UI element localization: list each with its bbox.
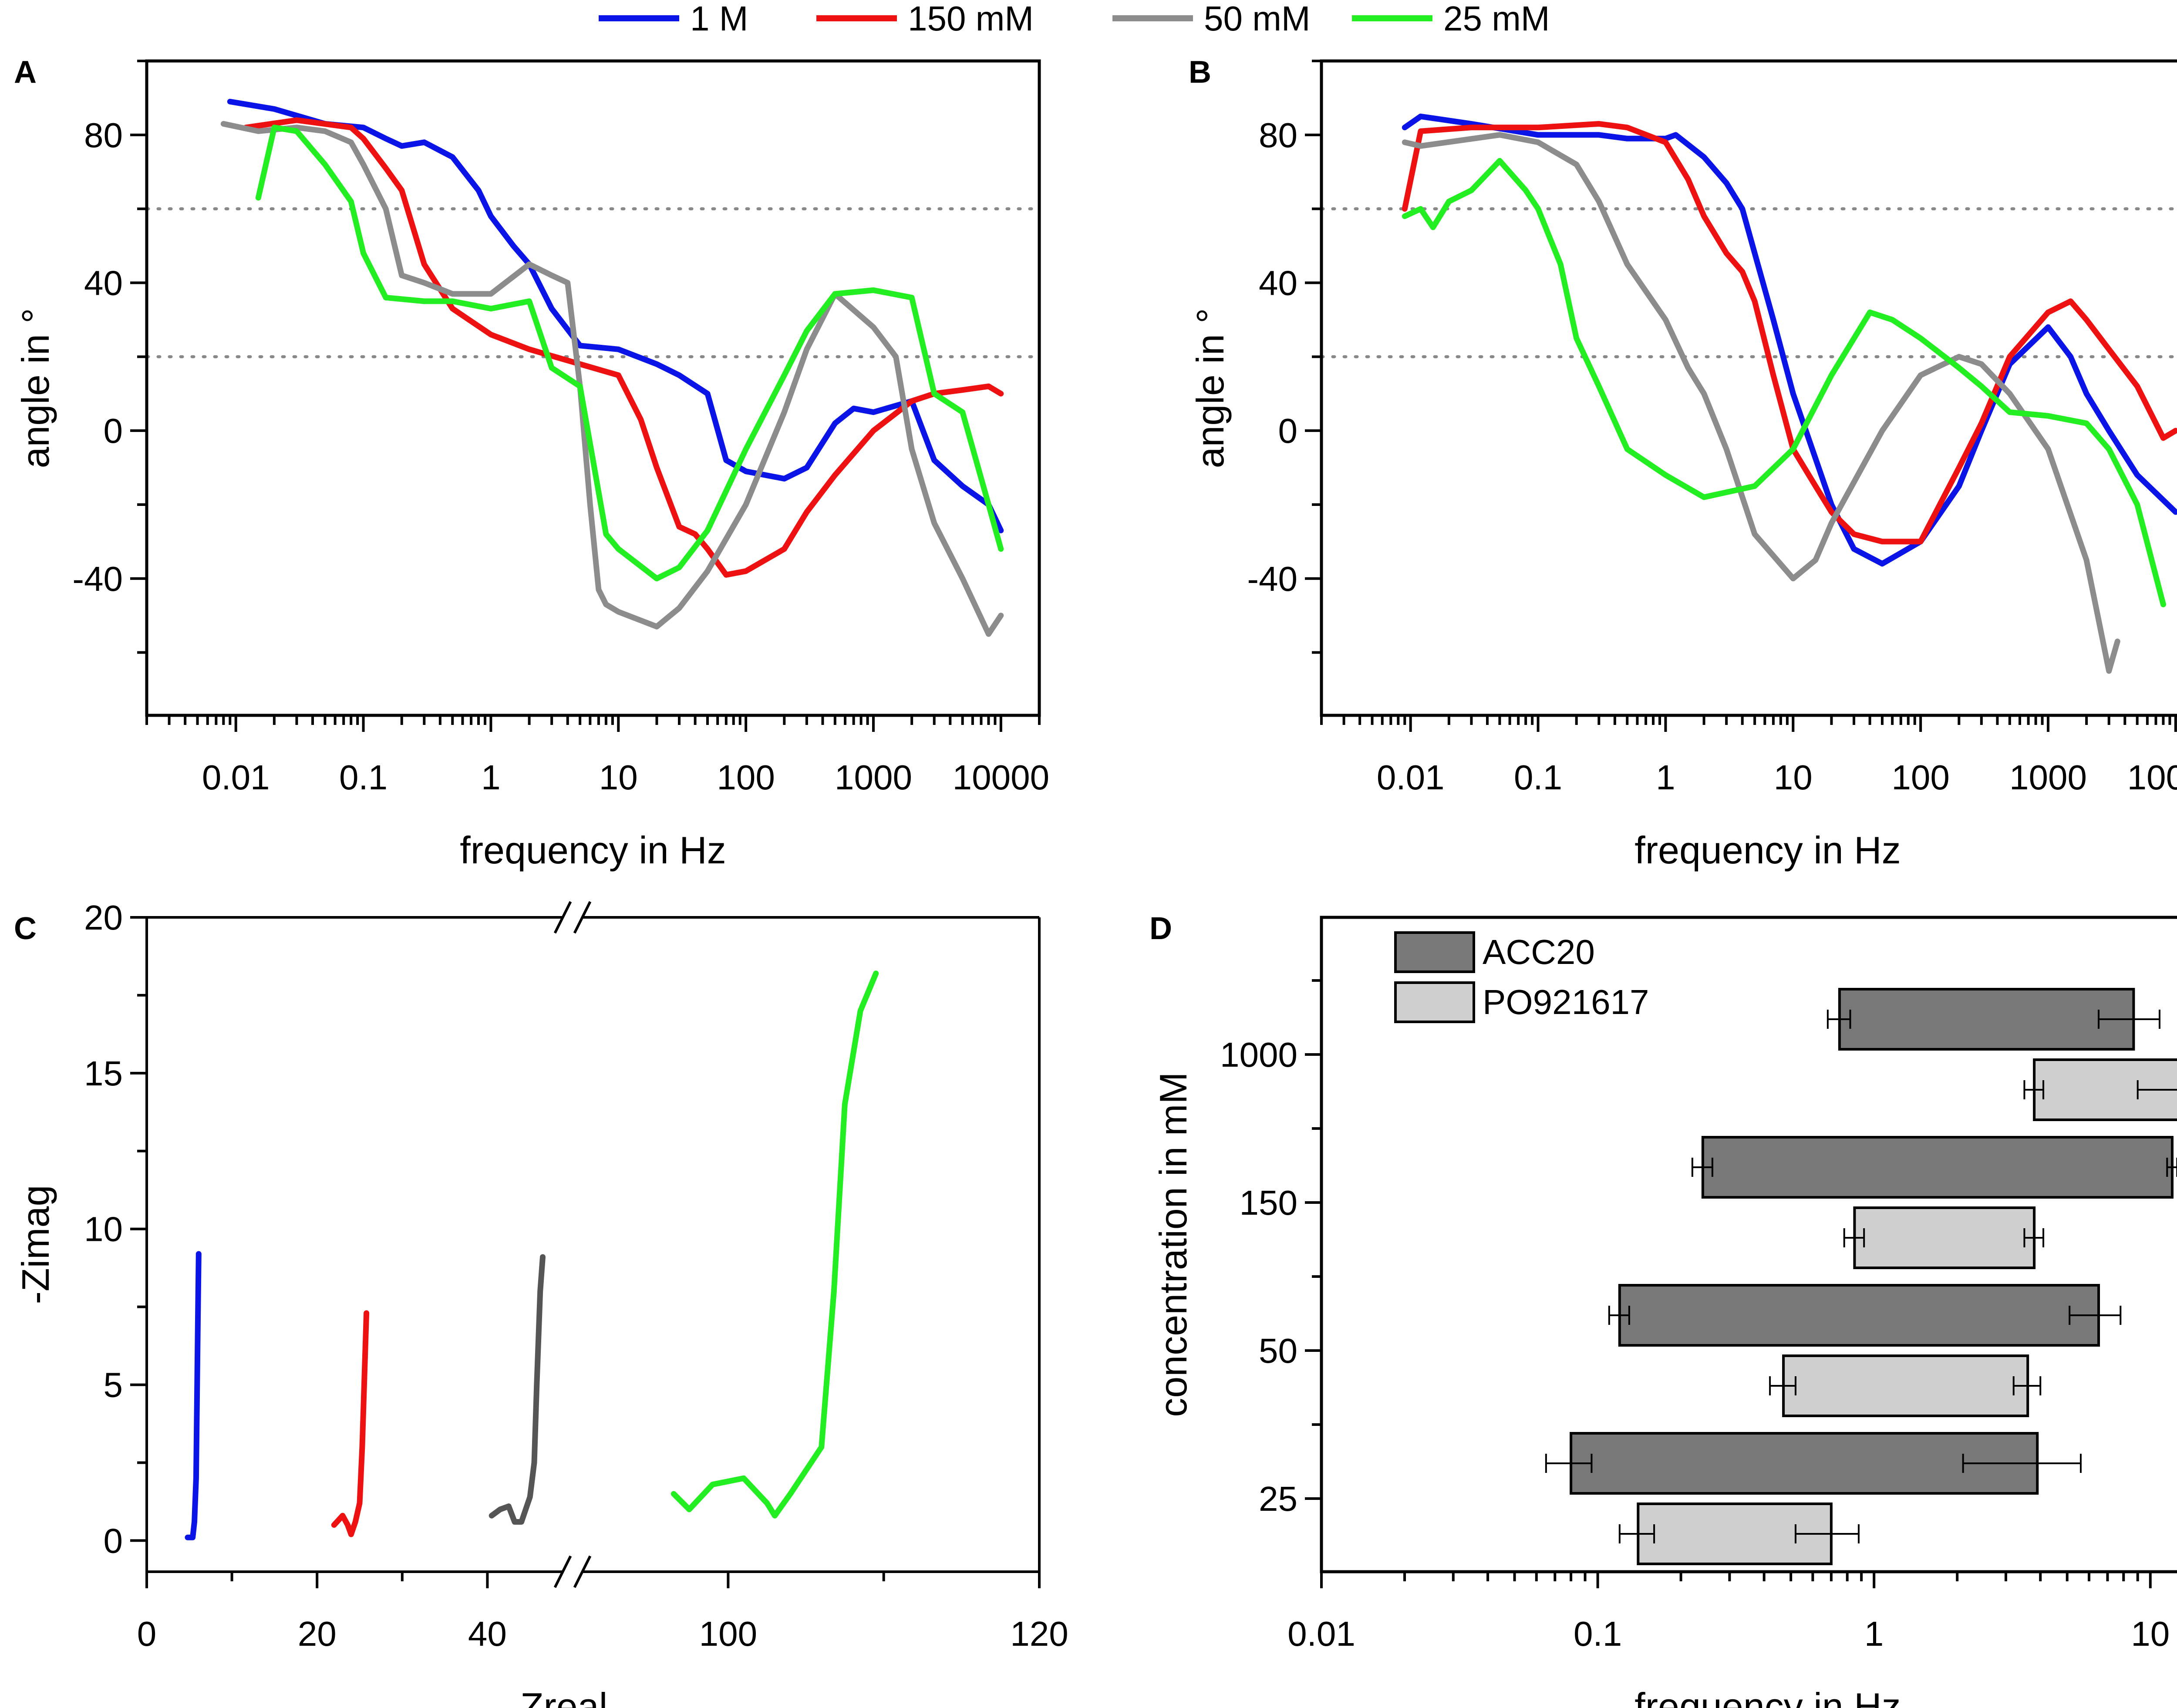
- y-tick-label: 0: [104, 1521, 123, 1560]
- series-line-1-m: [185, 1251, 202, 1540]
- x-tick-label: 10: [599, 758, 638, 797]
- y-category-label: 50: [1259, 1331, 1297, 1370]
- series-line-1-m: [227, 98, 1004, 533]
- axis-break-mark: [573, 1555, 592, 1588]
- y-axis-title: -Zimag: [14, 1185, 57, 1304]
- axis-break-mark: [573, 901, 592, 934]
- x-tick-label: 0.1: [1514, 758, 1562, 797]
- x-tick-label: 0: [137, 1614, 157, 1653]
- x-tick-label: 10000: [953, 758, 1049, 797]
- x-axis-title: frequency in Hz: [460, 829, 726, 872]
- bar-acc20-50: [1618, 1284, 2100, 1347]
- legend-item-50mm: 50 mM: [1112, 0, 1311, 38]
- plot-frame: [145, 59, 1041, 717]
- bar-acc20-150: [1701, 1136, 2174, 1199]
- x-tick-label: 100: [1891, 758, 1949, 797]
- plot-frame: [1320, 59, 2177, 717]
- panel-d: D 0.01 0.1 1 10 1000 150 50 25 ACC20 PO921617 frequ…: [1149, 911, 2177, 1708]
- series-line-50-mm: [489, 1254, 546, 1525]
- y-tick-label: 80: [1259, 116, 1297, 155]
- legend-label: PO921617: [1483, 983, 1649, 1021]
- x-tick-label: 0.01: [202, 758, 270, 797]
- legend-item-1m: 1 M: [599, 0, 748, 38]
- panel-label: B: [1189, 55, 1211, 90]
- bar-po921617-150: [1853, 1206, 2036, 1269]
- y-tick-label: 5: [104, 1366, 123, 1405]
- x-tick-label: 0.1: [1574, 1614, 1622, 1653]
- series-line-1-m: [1402, 113, 2177, 567]
- series-line-150-mm: [1402, 121, 2177, 545]
- y-tick-label: 40: [84, 263, 123, 302]
- axis-break-mark: [553, 901, 572, 934]
- panel-label: D: [1149, 911, 1172, 946]
- x-tick-label: 0.01: [1377, 758, 1445, 797]
- legend-item-25mm: 25 mM: [1352, 0, 1550, 38]
- legend-swatch-acc20: [1394, 931, 1475, 973]
- axis-break-mark: [553, 1555, 572, 1588]
- x-tick-label: 1: [1864, 1614, 1884, 1653]
- y-tick-label: 80: [84, 116, 123, 155]
- y-tick-label: 0: [1278, 411, 1298, 450]
- y-category-label: 150: [1240, 1183, 1297, 1222]
- legend-label: 1 M: [690, 0, 748, 38]
- legend: 1 M 150 mM 50 mM 25 mM: [599, 0, 1550, 38]
- x-tick-label: 100: [717, 758, 775, 797]
- series-line-25-mm: [1402, 158, 2166, 607]
- plot-frame: [1320, 916, 2177, 1573]
- series-line-50-mm: [1402, 132, 2120, 674]
- x-tick-label: 20: [298, 1614, 337, 1653]
- y-category-label: 1000: [1220, 1035, 1297, 1074]
- x-tick-label: 0.1: [339, 758, 388, 797]
- y-category-label: 25: [1259, 1479, 1297, 1518]
- y-axis-title: angle in °: [1189, 308, 1232, 468]
- panel-b: B 0.01 0.1 1 10 100 1000 10000 -40 0 40 80 frequency…: [1189, 55, 2177, 872]
- panel-label: A: [14, 55, 37, 90]
- y-tick-label: -40: [1247, 559, 1297, 598]
- x-tick-label: 40: [468, 1614, 507, 1653]
- series-line-25-mm: [255, 125, 1004, 582]
- y-tick-label: 20: [84, 898, 123, 937]
- legend-item-150mm: 150 mM: [816, 0, 1034, 38]
- x-tick-label: 10: [2131, 1614, 2170, 1653]
- x-axis-title: frequency in Hz: [1634, 1685, 1901, 1708]
- x-tick-label: 10000: [2127, 758, 2177, 797]
- y-tick-label: -40: [72, 559, 123, 598]
- x-tick-label: 1000: [2009, 758, 2087, 797]
- legend-label: 25 mM: [1443, 0, 1550, 38]
- y-tick-label: 10: [84, 1210, 123, 1249]
- x-tick-label: 1: [1656, 758, 1675, 797]
- panel-c: C 0 20 40 100 120 0 5 10 15 20 Zreal -Zimag: [14, 898, 1068, 1708]
- bar-legend: ACC20 PO921617: [1394, 931, 1649, 1023]
- legend-swatch-po921617: [1394, 981, 1475, 1023]
- panel-a: A 0.01 0.1 1 10 100 1000 10000 -40 0 40 80 frequency…: [14, 55, 1049, 872]
- y-axis-title: angle in °: [14, 308, 57, 468]
- legend-label: 150 mM: [908, 0, 1034, 38]
- legend-label: 50 mM: [1204, 0, 1311, 38]
- bar-po921617-50: [1782, 1354, 2029, 1417]
- series-line-150-mm: [331, 1310, 370, 1537]
- y-tick-label: 15: [84, 1054, 123, 1093]
- y-axis-title: concentration in mM: [1152, 1072, 1195, 1417]
- x-tick-label: 120: [1010, 1614, 1068, 1653]
- x-tick-label: 1: [481, 758, 501, 797]
- panel-label: C: [14, 911, 37, 946]
- x-tick-label: 10: [1774, 758, 1813, 797]
- series-line-50-mm: [220, 121, 1004, 637]
- x-tick-label: 0.01: [1287, 1614, 1355, 1653]
- x-axis-title: frequency in Hz: [1634, 829, 1901, 872]
- y-tick-label: 40: [1259, 263, 1297, 302]
- x-tick-label: 100: [699, 1614, 757, 1653]
- bar-acc20-1000: [1838, 988, 2135, 1051]
- x-tick-label: 1000: [835, 758, 912, 797]
- series-line-150-mm: [243, 117, 1004, 578]
- y-tick-label: 0: [104, 411, 123, 450]
- x-axis-title: Zreal: [520, 1685, 608, 1708]
- series-line-25-mm: [671, 970, 879, 1519]
- legend-label: ACC20: [1483, 933, 1595, 971]
